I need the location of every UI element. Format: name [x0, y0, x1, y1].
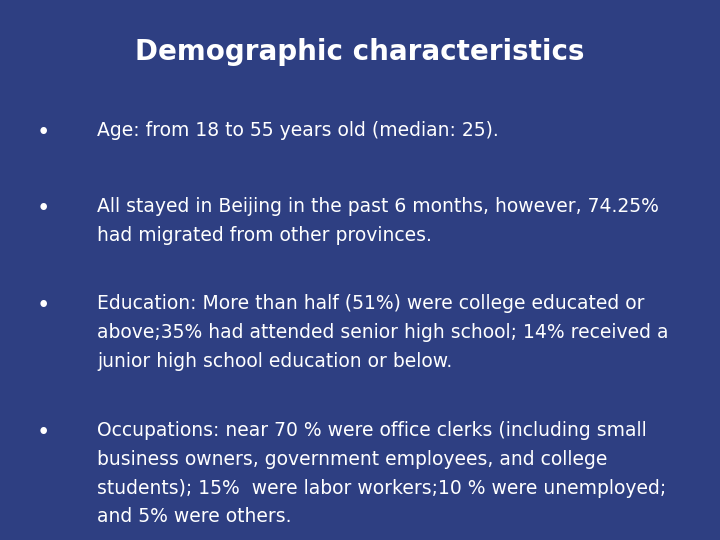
- Text: •: •: [37, 294, 50, 318]
- Text: Demographic characteristics: Demographic characteristics: [135, 38, 585, 66]
- Text: •: •: [37, 197, 50, 220]
- Text: All stayed in Beijing in the past 6 months, however, 74.25%
had migrated from ot: All stayed in Beijing in the past 6 mont…: [97, 197, 659, 245]
- Text: •: •: [37, 122, 50, 145]
- Text: •: •: [37, 421, 50, 444]
- Text: Age: from 18 to 55 years old (median: 25).: Age: from 18 to 55 years old (median: 25…: [97, 122, 499, 140]
- Text: Education: More than half (51%) were college educated or
above;35% had attended : Education: More than half (51%) were col…: [97, 294, 669, 371]
- Text: Occupations: near 70 % were office clerks (including small
business owners, gove: Occupations: near 70 % were office clerk…: [97, 421, 667, 526]
